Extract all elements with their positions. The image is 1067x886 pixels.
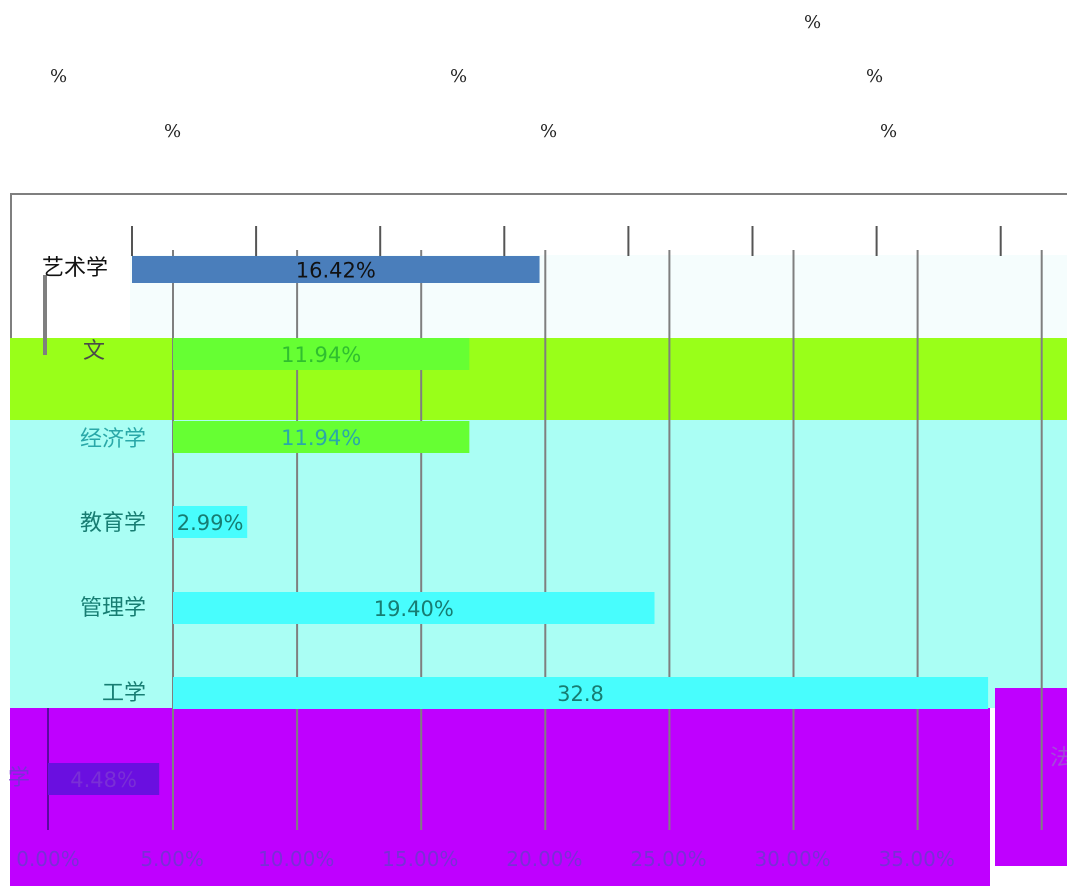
x-tick-label: 10.00% xyxy=(258,847,334,871)
category-label: 管理学 xyxy=(80,596,146,621)
data-label: 16.42% xyxy=(296,259,376,283)
category-label: 工学 xyxy=(102,681,146,706)
percent-mark: % xyxy=(540,121,558,142)
x-tick-label: 30.00% xyxy=(754,847,830,871)
percent-mark: % xyxy=(50,66,68,87)
percent-mark: % xyxy=(880,121,898,142)
category-label: 教育学 xyxy=(80,511,146,536)
bar-2 xyxy=(173,421,470,453)
bar-6 xyxy=(48,763,160,795)
cyan-band xyxy=(10,420,1067,708)
category-label: 经济学 xyxy=(80,427,146,452)
category-label: 法 xyxy=(1050,746,1067,771)
bar-0 xyxy=(132,256,540,283)
x-tick-label: 5.00% xyxy=(140,847,204,871)
data-label: 32.8 xyxy=(557,682,604,706)
percent-mark: % xyxy=(450,66,468,87)
category-label: 艺术学 xyxy=(42,256,108,281)
x-tick-label: 20.00% xyxy=(506,847,582,871)
percent-mark: % xyxy=(804,12,822,33)
magenta-band xyxy=(995,688,1067,866)
data-label: 11.94% xyxy=(281,343,361,367)
data-label: 2.99% xyxy=(177,511,244,535)
bar-1 xyxy=(173,338,470,370)
data-label: 11.94% xyxy=(281,426,361,450)
category-label: 文 xyxy=(83,339,105,364)
percent-mark: % xyxy=(164,121,182,142)
x-tick-label: 0.00% xyxy=(16,847,80,871)
green-band xyxy=(10,338,1067,420)
bar-4 xyxy=(173,592,655,624)
bar-5 xyxy=(173,677,989,709)
x-tick-label: 25.00% xyxy=(630,847,706,871)
data-label: 4.48% xyxy=(70,768,137,792)
x-tick-label: 15.00% xyxy=(382,847,458,871)
bar-3 xyxy=(173,506,248,538)
percent-mark: % xyxy=(866,66,884,87)
x-tick-label: 35.00% xyxy=(879,847,955,871)
data-label: 19.40% xyxy=(374,597,454,621)
category-label: 学 xyxy=(8,766,30,791)
